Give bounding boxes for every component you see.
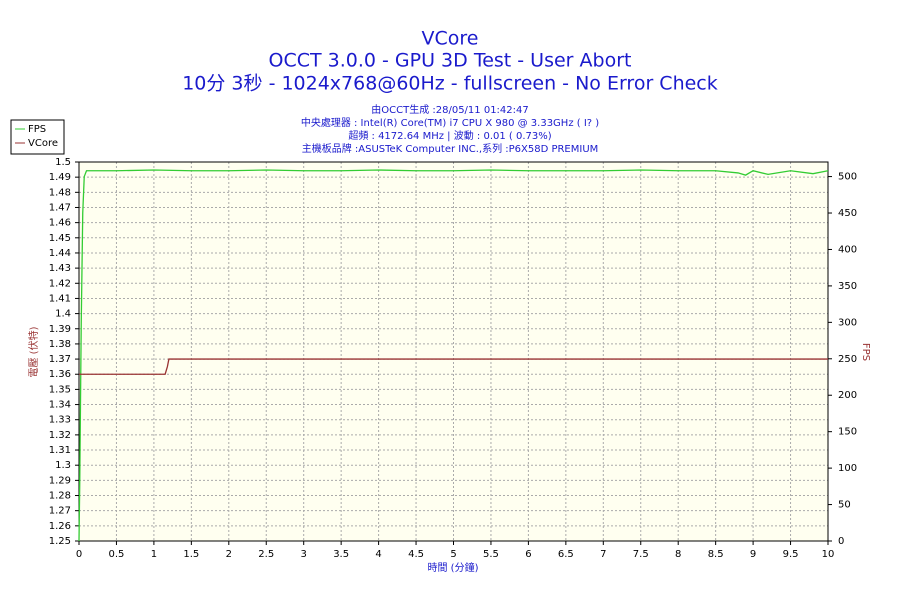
y-tick-label: 1.44 [49,248,71,259]
y-tick-label: 1.49 [49,172,71,183]
chart-title: VCore [422,28,479,50]
chart-subtitle: OCCT 3.0.0 - GPU 3D Test - User Abort [269,50,632,72]
series-line [79,358,828,375]
x-tick-label: 7.5 [633,549,649,560]
y-tick-label: 1.28 [49,491,71,502]
x-tick-label: 5.5 [483,549,499,560]
x-tick-label: 6.5 [558,549,574,560]
y-tick-label: 1.5 [55,157,71,168]
x-tick-label: 6 [525,549,531,560]
y2-tick-label: 250 [838,354,857,365]
x-tick-label: 1 [151,549,157,560]
y-tick-label: 1.32 [49,430,71,441]
y-tick-label: 1.46 [49,218,71,229]
info-line: 中央處理器 : Intel(R) Core(TM) i7 CPU X 980 @… [301,116,599,129]
y-tick-label: 1.35 [49,384,71,395]
x-tick-label: 4.5 [408,549,424,560]
y2-tick-label: 100 [838,463,857,474]
x-axis-label: 時間 (分鐘) [428,561,479,574]
x-tick-label: 8.5 [708,549,724,560]
y-tick-label: 1.38 [49,339,71,350]
x-tick-label: 9 [750,549,756,560]
y-tick-label: 1.27 [49,506,71,517]
x-tick-label: 2.5 [258,549,274,560]
y2-tick-label: 500 [838,172,857,183]
info-line: 超頻 : 4172.64 MHz | 波動 : 0.01 ( 0.73%) [348,129,551,142]
x-tick-label: 2 [226,549,232,560]
y2-tick-label: 150 [838,427,857,438]
y-tick-label: 1.39 [49,324,71,335]
info-line: 由OCCT生成 :28/05/11 01:42:47 [371,103,529,116]
y-axis-label: 電壓 (伏特) [27,326,40,377]
x-tick-label: 3.5 [333,549,349,560]
y2-axis-label: FPS [860,343,871,361]
y-tick-label: 1.25 [49,536,71,547]
y-tick-label: 1.4 [55,309,71,320]
y2-tick-label: 50 [838,500,851,511]
y2-tick-label: 300 [838,317,857,328]
y-tick-label: 1.34 [49,400,71,411]
x-tick-label: 4 [375,549,381,560]
series-line [78,169,829,542]
x-tick-label: 10 [822,549,835,560]
chart-subtitle: 10分 3秒 - 1024x768@60Hz - fullscreen - No… [182,73,718,95]
x-tick-label: 7 [600,549,606,560]
y2-tick-label: 450 [838,208,857,219]
y-tick-label: 1.42 [49,278,71,289]
x-tick-label: 8 [675,549,681,560]
y2-tick-label: 350 [838,281,857,292]
y-tick-label: 1.26 [49,521,71,532]
x-tick-label: 0 [76,549,82,560]
y-tick-label: 1.48 [49,187,71,198]
y-tick-label: 1.33 [49,415,71,426]
y2-tick-label: 200 [838,390,857,401]
y-tick-label: 1.41 [49,293,71,304]
x-tick-label: 9.5 [783,549,799,560]
y-tick-label: 1.45 [49,233,71,244]
y-tick-label: 1.36 [49,369,71,380]
legend-label: VCore [28,138,58,149]
x-tick-label: 1.5 [183,549,199,560]
y-tick-label: 1.43 [49,263,71,274]
y2-tick-label: 0 [838,536,844,547]
y-tick-label: 1.47 [49,202,71,213]
x-tick-label: 0.5 [108,549,124,560]
plot-border [78,161,829,542]
y-tick-label: 1.31 [49,445,71,456]
y-tick-label: 1.37 [49,354,71,365]
y-tick-label: 1.3 [55,460,71,471]
y2-tick-label: 400 [838,244,857,255]
legend-box [10,119,65,155]
info-line: 主機板品牌 :ASUSTeK Computer INC.,系列 :P6X58D … [302,142,599,155]
y-tick-label: 1.29 [49,475,71,486]
legend-label: FPS [28,124,46,135]
x-tick-label: 5 [450,549,456,560]
x-tick-label: 3 [301,549,307,560]
